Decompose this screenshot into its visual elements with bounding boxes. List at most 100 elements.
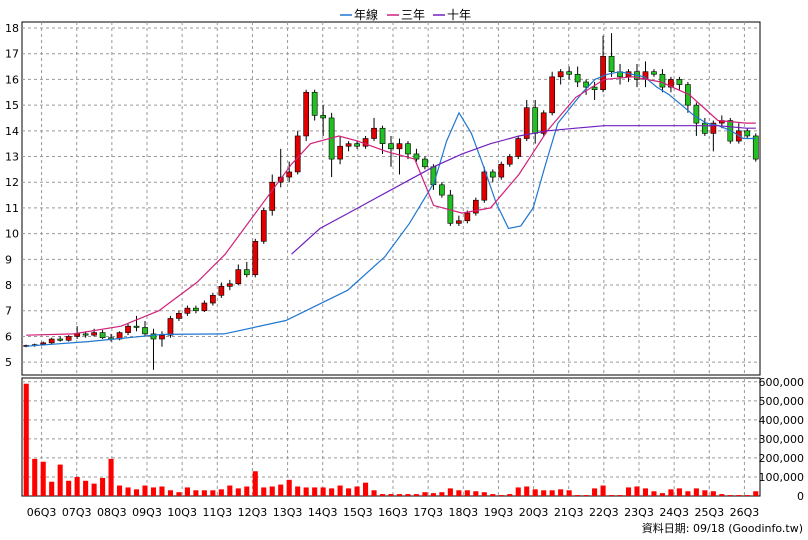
volume-bar [625, 487, 632, 496]
volume-bar [176, 492, 182, 496]
volume-panel: 0 100,000 200,000 300,000 400,000 500,000 600,… [21, 376, 805, 503]
candle [176, 310, 182, 322]
legend-10y: 十年 [447, 8, 471, 22]
candle-body [523, 107, 530, 139]
candle-body [294, 135, 301, 173]
candle [269, 174, 276, 216]
x-tick-label: 23Q3 [624, 506, 654, 519]
volume-bar [125, 487, 131, 496]
x-tick-label: 19Q3 [484, 506, 514, 519]
candle-body [125, 325, 131, 333]
candle-body [464, 212, 471, 222]
volume-bar [439, 492, 445, 496]
volume-bar [592, 488, 598, 496]
x-tick-label: 14Q3 [308, 506, 338, 519]
volume-bar [566, 490, 572, 496]
candle [557, 69, 564, 85]
volume-bar [235, 488, 241, 496]
volume-bar [379, 494, 386, 496]
candle-body [142, 327, 148, 335]
volume-bar [337, 485, 343, 496]
x-tick-label: 13Q3 [273, 506, 303, 519]
candle [413, 148, 420, 162]
candle [583, 79, 589, 95]
candle [685, 81, 691, 113]
volume-bar [464, 490, 470, 496]
price-tick-label: 15 [5, 99, 19, 112]
volume-tick-label: 600,000 [759, 376, 805, 389]
volume-bar [354, 486, 360, 496]
volume-bar [303, 487, 309, 496]
volume-bar [49, 481, 55, 496]
data-date-footer: 資料日期: 09/18 (Goodinfo.tw) [642, 521, 803, 535]
candle-body [752, 135, 759, 160]
candle-body [540, 112, 547, 134]
volume-bar [244, 486, 250, 496]
candle [286, 161, 293, 183]
candle [142, 321, 148, 337]
volume-bar [74, 476, 80, 496]
ma-3y-line [26, 76, 756, 336]
candle-body [311, 91, 318, 116]
candle-body [456, 220, 462, 224]
candle [218, 282, 225, 298]
volume-bar [295, 486, 301, 496]
candle-body [303, 91, 310, 137]
candle [447, 189, 454, 226]
candle [693, 102, 700, 136]
candle-body [676, 79, 683, 85]
volume-bar [659, 493, 665, 496]
volume-bar [261, 487, 267, 496]
candle [608, 33, 615, 77]
candle-body [515, 138, 522, 157]
candle-body [184, 307, 191, 314]
volume-bar [617, 495, 623, 496]
volume-bar [583, 495, 589, 496]
price-tick-label: 10 [5, 228, 19, 241]
candle [456, 215, 462, 226]
candle [320, 105, 326, 136]
candle [515, 135, 522, 160]
volume-bar [40, 461, 46, 496]
candle [210, 292, 216, 306]
volume-bar [66, 480, 72, 496]
candle-body [583, 81, 589, 88]
volume-bar [753, 491, 759, 496]
volume-bar [388, 494, 394, 496]
candle-body [744, 130, 751, 137]
candle [371, 117, 377, 142]
volume-bar [422, 492, 428, 496]
candle [676, 76, 683, 90]
candle [311, 89, 318, 121]
volume-bar [142, 485, 148, 496]
volume-bar [184, 487, 190, 496]
candle-body [472, 199, 479, 214]
x-tick-label: 08Q3 [97, 506, 127, 519]
candle [294, 130, 301, 175]
volume-bar [651, 491, 657, 496]
volume-bar [515, 487, 521, 496]
x-tick-label: 24Q3 [659, 506, 689, 519]
candle-body [167, 318, 174, 336]
x-tick-label: 10Q3 [167, 506, 197, 519]
volume-bar [320, 487, 326, 496]
candle-body [201, 302, 208, 312]
volume-bar [32, 458, 38, 496]
candle [193, 305, 199, 314]
volume-tick-label: 0 [797, 490, 804, 503]
volume-bar [405, 494, 411, 496]
candle [388, 135, 394, 167]
candle-body [252, 241, 259, 276]
candle-body [243, 269, 250, 276]
candle-body [566, 71, 572, 75]
volume-bar [642, 488, 649, 496]
candle-body [498, 163, 505, 178]
candle-body [286, 171, 293, 178]
candle-body [489, 171, 496, 178]
price-tick-label: 12 [5, 176, 19, 189]
chart-legend: 年線 三年 十年 [340, 7, 471, 22]
price-tick-label: 11 [5, 202, 19, 215]
volume-bar [430, 493, 436, 496]
volume-tick-label: 200,000 [759, 452, 805, 465]
